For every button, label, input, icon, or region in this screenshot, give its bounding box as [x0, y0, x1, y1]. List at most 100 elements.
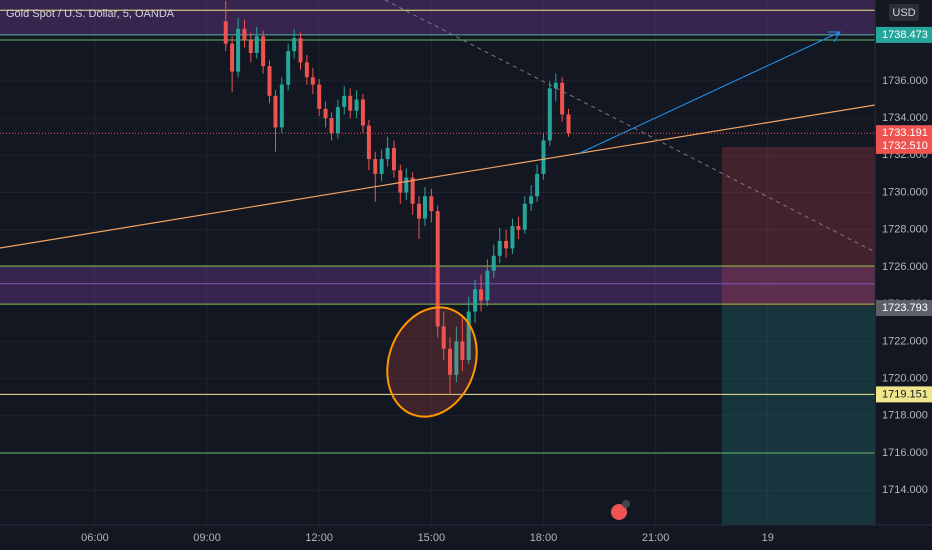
y-tick-label: 1728.000 — [882, 224, 928, 236]
price-label: 1719.151 — [882, 388, 928, 400]
price-label: 1732.510 — [882, 140, 928, 152]
candle-body — [479, 289, 484, 301]
price-label: 1723.793 — [882, 302, 928, 314]
candle-body — [304, 62, 309, 78]
x-tick-label: 15:00 — [418, 532, 446, 544]
candle-body — [254, 36, 259, 54]
candle-body — [410, 177, 415, 204]
candle-body — [373, 159, 378, 174]
candle-body — [510, 226, 515, 249]
candle-body — [448, 348, 453, 375]
resistance-zone — [0, 0, 875, 35]
currency[interactable]: USD — [892, 7, 915, 19]
price-label: 1733.191 — [882, 127, 928, 139]
candle-body — [298, 38, 303, 63]
candle-body — [547, 88, 552, 141]
candle-body — [323, 108, 328, 119]
price-axis — [875, 0, 932, 550]
y-tick-label: 1714.000 — [882, 484, 928, 496]
candle-body — [441, 326, 446, 349]
y-tick-label: 1726.000 — [882, 261, 928, 273]
candle-body — [317, 84, 322, 109]
candle-body — [342, 95, 347, 107]
candle-body — [529, 196, 534, 204]
candle-body — [391, 147, 396, 171]
candle-body — [404, 177, 409, 193]
candle-body — [466, 311, 471, 360]
price-labels: 1738.4731733.19102:591732.5101723.793171… — [876, 26, 932, 403]
price-label: 1738.473 — [882, 29, 928, 41]
candle-body — [454, 341, 459, 375]
candle-body — [379, 159, 384, 174]
candle-body — [398, 170, 403, 193]
candles — [223, 0, 571, 394]
candle-body — [248, 39, 253, 54]
currency-box[interactable] — [889, 4, 919, 21]
dashed-trend — [384, 0, 876, 253]
x-tick-label: 18:00 — [530, 532, 558, 544]
y-tick-label: 1720.000 — [882, 372, 928, 384]
candle-body — [541, 140, 546, 174]
candle-body — [566, 114, 571, 134]
x-tick-label: 19 — [762, 532, 774, 544]
candle-body — [310, 77, 315, 85]
chart-title: Gold Spot / U.S. Dollar, 5, OANDA — [6, 8, 175, 20]
candle-body — [473, 289, 478, 312]
badge-icon[interactable] — [611, 504, 627, 520]
x-tick-label: 06:00 — [81, 532, 109, 544]
candle-body — [335, 106, 340, 134]
x-tick-label: 21:00 — [642, 532, 670, 544]
candle-body — [435, 211, 440, 327]
candle-body — [516, 226, 521, 230]
y-tick-label: 1722.000 — [882, 335, 928, 347]
candle-body — [429, 196, 434, 212]
candle-body — [348, 95, 353, 111]
candle-body — [230, 43, 235, 72]
candle-body — [553, 82, 558, 89]
trend-line — [0, 104, 876, 249]
target-zone — [722, 306, 875, 525]
candle-body — [497, 240, 502, 256]
candle-body — [460, 341, 465, 360]
candle-body — [329, 118, 334, 134]
candle-body — [385, 147, 390, 160]
y-tick-label: 1730.000 — [882, 186, 928, 198]
candle-body — [485, 270, 490, 301]
candle-body — [535, 173, 540, 197]
candle-body — [360, 99, 365, 126]
price-label-box — [876, 300, 932, 317]
candle-body — [560, 82, 565, 115]
candle-body — [522, 203, 527, 230]
price-label-box — [876, 137, 932, 154]
x-tick-label: 12:00 — [305, 532, 333, 544]
y-tick-label: 1736.000 — [882, 75, 928, 87]
candle-body — [273, 95, 278, 128]
candle-body — [267, 66, 272, 96]
candle-body — [504, 240, 509, 249]
candle-body — [416, 203, 421, 219]
price-label-box — [876, 386, 932, 403]
candle-body — [491, 255, 496, 271]
candle-body — [242, 28, 247, 40]
price-label-box — [876, 26, 932, 43]
x-tick-label: 09:00 — [193, 532, 221, 544]
candle-body — [354, 99, 359, 111]
y-tick-label: 1718.000 — [882, 410, 928, 422]
highlight-ellipse — [386, 306, 478, 418]
arrow-head — [828, 31, 841, 43]
candle-body — [292, 38, 297, 52]
candle-body — [223, 21, 228, 44]
badge-dot — [622, 500, 630, 508]
candle-body — [422, 196, 427, 219]
candle-body — [366, 125, 371, 160]
projection-arrow — [579, 31, 841, 154]
y-tick-label: 1734.000 — [882, 112, 928, 124]
candle-body — [236, 28, 241, 72]
grid — [0, 0, 875, 525]
stop-zone — [722, 147, 875, 306]
candle-body — [286, 51, 291, 85]
y-tick-label: 1716.000 — [882, 447, 928, 459]
